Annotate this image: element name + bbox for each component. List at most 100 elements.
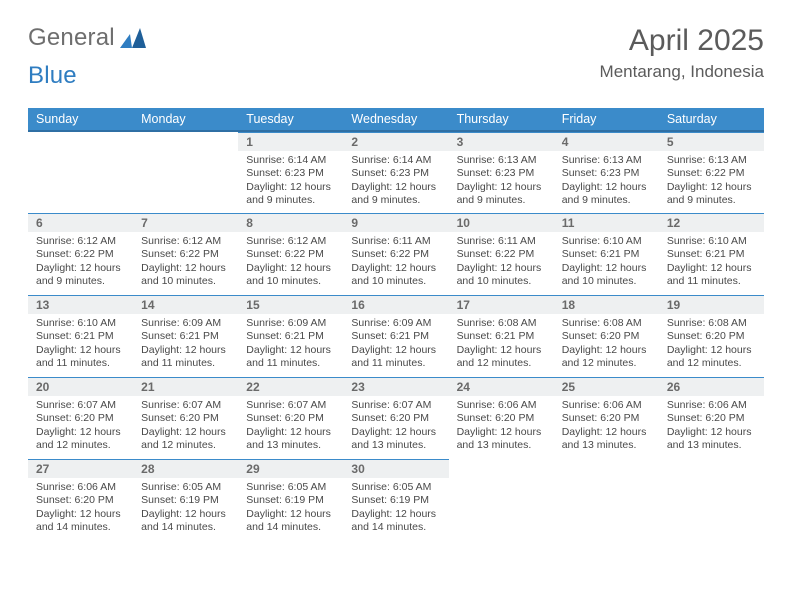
day-number: 11 <box>554 213 659 232</box>
day-details: Sunrise: 6:11 AMSunset: 6:22 PMDaylight:… <box>343 232 448 293</box>
day-details: Sunrise: 6:06 AMSunset: 6:20 PMDaylight:… <box>28 478 133 539</box>
calendar-day-cell <box>449 459 554 541</box>
day-details: Sunrise: 6:10 AMSunset: 6:21 PMDaylight:… <box>659 232 764 293</box>
day-number: 8 <box>238 213 343 232</box>
calendar-day-cell: 23Sunrise: 6:07 AMSunset: 6:20 PMDayligh… <box>343 377 448 459</box>
calendar-week-row: 1Sunrise: 6:14 AMSunset: 6:23 PMDaylight… <box>28 131 764 213</box>
day-number: 17 <box>449 295 554 314</box>
day-number: 16 <box>343 295 448 314</box>
day-number: 13 <box>28 295 133 314</box>
location-label: Mentarang, Indonesia <box>600 62 764 82</box>
calendar-day-cell: 26Sunrise: 6:06 AMSunset: 6:20 PMDayligh… <box>659 377 764 459</box>
title-block: April 2025 Mentarang, Indonesia <box>600 24 764 82</box>
day-number: 6 <box>28 213 133 232</box>
day-number: 2 <box>343 132 448 151</box>
day-details: Sunrise: 6:09 AMSunset: 6:21 PMDaylight:… <box>343 314 448 375</box>
brand-general: General <box>28 24 115 52</box>
day-number: 10 <box>449 213 554 232</box>
calendar-day-cell: 2Sunrise: 6:14 AMSunset: 6:23 PMDaylight… <box>343 131 448 213</box>
calendar-week-row: 6 Sunrise: 6:12 AMSunset: 6:22 PMDaylight… <box>28 213 764 295</box>
calendar-week-row: 20Sunrise: 6:07 AMSunset: 6:20 PMDayligh… <box>28 377 764 459</box>
day-number: 24 <box>449 377 554 396</box>
day-number: 5 <box>659 132 764 151</box>
calendar-day-cell: 20Sunrise: 6:07 AMSunset: 6:20 PMDayligh… <box>28 377 133 459</box>
day-details: Sunrise: 6:08 AMSunset: 6:21 PMDaylight:… <box>449 314 554 375</box>
weekday-header-row: Sunday Monday Tuesday Wednesday Thursday… <box>28 108 764 131</box>
day-number: 20 <box>28 377 133 396</box>
day-number: 26 <box>659 377 764 396</box>
calendar-day-cell: 28Sunrise: 6:05 AMSunset: 6:19 PMDayligh… <box>133 459 238 541</box>
weekday-header: Sunday <box>28 108 133 131</box>
day-details: Sunrise: 6:05 AMSunset: 6:19 PMDaylight:… <box>343 478 448 539</box>
day-details: Sunrise: 6:14 AMSunset: 6:23 PMDaylight:… <box>343 151 448 212</box>
calendar-day-cell: 13Sunrise: 6:10 AMSunset: 6:21 PMDayligh… <box>28 295 133 377</box>
day-details: Sunrise: 6:10 AMSunset: 6:21 PMDaylight:… <box>554 232 659 293</box>
day-details: Sunrise: 6:07 AMSunset: 6:20 PMDaylight:… <box>238 396 343 457</box>
day-details: Sunrise: 6:06 AMSunset: 6:20 PMDaylight:… <box>659 396 764 457</box>
calendar-day-cell: 7Sunrise: 6:12 AMSunset: 6:22 PMDaylight… <box>133 213 238 295</box>
calendar-day-cell: 16Sunrise: 6:09 AMSunset: 6:21 PMDayligh… <box>343 295 448 377</box>
day-number: 28 <box>133 459 238 478</box>
day-details: Sunrise: 6:07 AMSunset: 6:20 PMDaylight:… <box>28 396 133 457</box>
day-details: Sunrise: 6:14 AMSunset: 6:23 PMDaylight:… <box>238 151 343 212</box>
calendar-day-cell: 12Sunrise: 6:10 AMSunset: 6:21 PMDayligh… <box>659 213 764 295</box>
calendar-day-cell: 22Sunrise: 6:07 AMSunset: 6:20 PMDayligh… <box>238 377 343 459</box>
brand-mark-icon <box>120 28 148 48</box>
day-number: 3 <box>449 132 554 151</box>
calendar-day-cell: 29Sunrise: 6:05 AMSunset: 6:19 PMDayligh… <box>238 459 343 541</box>
calendar-day-cell: 14Sunrise: 6:09 AMSunset: 6:21 PMDayligh… <box>133 295 238 377</box>
calendar-day-cell: 27Sunrise: 6:06 AMSunset: 6:20 PMDayligh… <box>28 459 133 541</box>
calendar-week-row: 27Sunrise: 6:06 AMSunset: 6:20 PMDayligh… <box>28 459 764 541</box>
day-details: Sunrise: 6:06 AMSunset: 6:20 PMDaylight:… <box>554 396 659 457</box>
day-details: Sunrise: 6:05 AMSunset: 6:19 PMDaylight:… <box>133 478 238 539</box>
day-details: Sunrise: 6:10 AMSunset: 6:21 PMDaylight:… <box>28 314 133 375</box>
weekday-header: Wednesday <box>343 108 448 131</box>
calendar-day-cell: 5Sunrise: 6:13 AMSunset: 6:22 PMDaylight… <box>659 131 764 213</box>
weekday-header: Thursday <box>449 108 554 131</box>
day-details: Sunrise: 6:05 AMSunset: 6:19 PMDaylight:… <box>238 478 343 539</box>
day-details: Sunrise: 6:12 AMSunset: 6:22 PMDaylight:… <box>238 232 343 293</box>
calendar-day-cell: 8Sunrise: 6:12 AMSunset: 6:22 PMDaylight… <box>238 213 343 295</box>
day-number: 12 <box>659 213 764 232</box>
day-number: 19 <box>659 295 764 314</box>
calendar-day-cell: 6Sunrise: 6:12 AMSunset: 6:22 PMDaylight… <box>28 213 133 295</box>
day-details: Sunrise: 6:13 AMSunset: 6:23 PMDaylight:… <box>449 151 554 212</box>
day-details: Sunrise: 6:11 AMSunset: 6:22 PMDaylight:… <box>449 232 554 293</box>
day-details: Sunrise: 6:13 AMSunset: 6:22 PMDaylight:… <box>659 151 764 212</box>
calendar-day-cell: 9Sunrise: 6:11 AMSunset: 6:22 PMDaylight… <box>343 213 448 295</box>
calendar-day-cell <box>554 459 659 541</box>
day-number: 29 <box>238 459 343 478</box>
day-details: Sunrise: 6:08 AMSunset: 6:20 PMDaylight:… <box>659 314 764 375</box>
weekday-header: Monday <box>133 108 238 131</box>
calendar-day-cell: 3Sunrise: 6:13 AMSunset: 6:23 PMDaylight… <box>449 131 554 213</box>
day-details: Sunrise: 6:08 AMSunset: 6:20 PMDaylight:… <box>554 314 659 375</box>
calendar-day-cell: 10Sunrise: 6:11 AMSunset: 6:22 PMDayligh… <box>449 213 554 295</box>
calendar-day-cell: 21Sunrise: 6:07 AMSunset: 6:20 PMDayligh… <box>133 377 238 459</box>
calendar-day-cell <box>133 131 238 213</box>
day-number: 15 <box>238 295 343 314</box>
month-title: April 2025 <box>600 24 764 58</box>
calendar-day-cell: 4Sunrise: 6:13 AMSunset: 6:23 PMDaylight… <box>554 131 659 213</box>
day-number: 22 <box>238 377 343 396</box>
calendar-day-cell: 18Sunrise: 6:08 AMSunset: 6:20 PMDayligh… <box>554 295 659 377</box>
day-number: 18 <box>554 295 659 314</box>
calendar-table: Sunday Monday Tuesday Wednesday Thursday… <box>28 108 764 541</box>
calendar-day-cell: 1Sunrise: 6:14 AMSunset: 6:23 PMDaylight… <box>238 131 343 213</box>
day-number: 21 <box>133 377 238 396</box>
calendar-day-cell: 25Sunrise: 6:06 AMSunset: 6:20 PMDayligh… <box>554 377 659 459</box>
day-details: Sunrise: 6:09 AMSunset: 6:21 PMDaylight:… <box>133 314 238 375</box>
calendar-day-cell: 17Sunrise: 6:08 AMSunset: 6:21 PMDayligh… <box>449 295 554 377</box>
day-number: 1 <box>238 132 343 151</box>
day-number: 23 <box>343 377 448 396</box>
day-number: 25 <box>554 377 659 396</box>
brand-blue: Blue <box>28 62 77 90</box>
calendar-day-cell: 30Sunrise: 6:05 AMSunset: 6:19 PMDayligh… <box>343 459 448 541</box>
day-details: Sunrise: 6:13 AMSunset: 6:23 PMDaylight:… <box>554 151 659 212</box>
brand-logo: General <box>28 24 150 52</box>
day-number: 30 <box>343 459 448 478</box>
calendar-day-cell <box>659 459 764 541</box>
calendar-day-cell: 11Sunrise: 6:10 AMSunset: 6:21 PMDayligh… <box>554 213 659 295</box>
day-details: Sunrise: 6:07 AMSunset: 6:20 PMDaylight:… <box>133 396 238 457</box>
calendar-day-cell <box>28 131 133 213</box>
calendar-day-cell: 24Sunrise: 6:06 AMSunset: 6:20 PMDayligh… <box>449 377 554 459</box>
